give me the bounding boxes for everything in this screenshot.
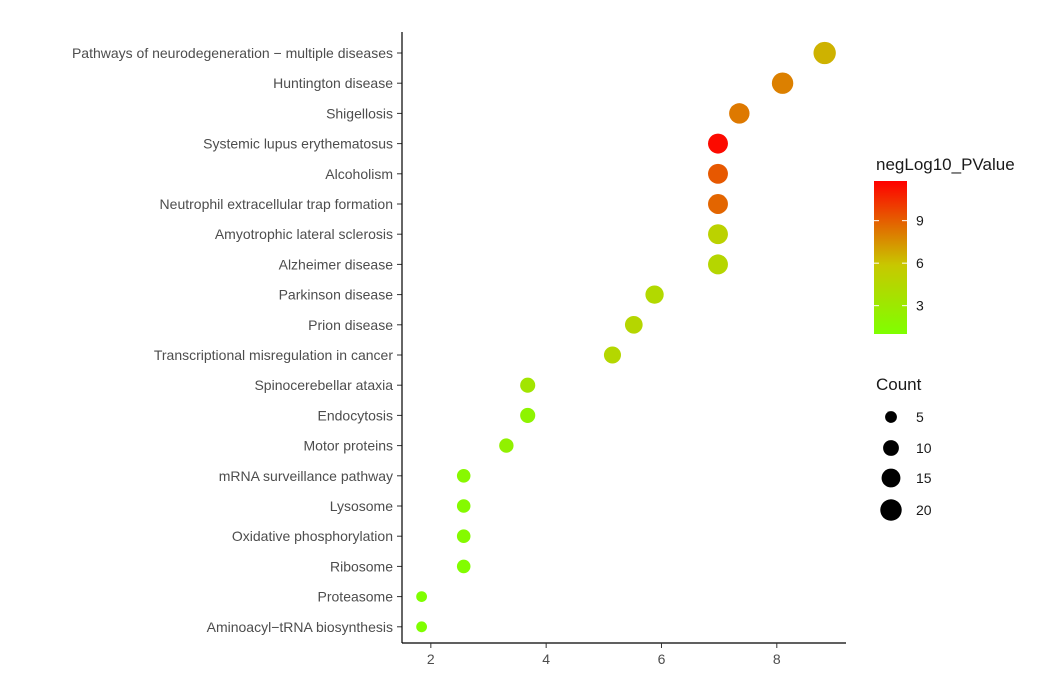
data-point — [603, 346, 622, 364]
y-tick-label: Motor proteins — [304, 438, 393, 454]
data-point — [771, 72, 794, 94]
color-legend-label: 3 — [916, 298, 924, 314]
size-legend-dot — [880, 499, 902, 521]
y-axis-labels: Pathways of neurodegeneration − multiple… — [72, 45, 393, 635]
x-tick-label: 2 — [427, 651, 435, 667]
color-legend-labels: 9 6 3 — [874, 213, 924, 314]
y-tick-label: mRNA surveillance pathway — [219, 468, 393, 484]
data-point — [645, 285, 664, 304]
y-tick-label: Shigellosis — [326, 105, 393, 121]
data-point — [729, 103, 750, 124]
y-tick-label: Huntington disease — [273, 75, 393, 91]
data-point — [520, 377, 536, 393]
y-tick-label: Systemic lupus erythematosus — [203, 136, 393, 152]
size-legend-title: Count — [876, 375, 922, 394]
data-point — [456, 499, 471, 513]
data-point — [624, 315, 643, 334]
color-legend-label: 6 — [916, 255, 924, 271]
x-tick-label: 6 — [658, 651, 666, 667]
size-legend-dot — [885, 411, 897, 423]
size-legend-label: 10 — [916, 440, 932, 456]
data-point — [708, 133, 728, 154]
y-tick-label: Lysosome — [330, 498, 394, 514]
color-legend-label: 9 — [916, 213, 924, 229]
y-tick-label: Transcriptional misregulation in cancer — [154, 347, 393, 363]
data-point — [708, 163, 728, 184]
size-legend-dot — [883, 440, 899, 456]
y-tick-label: Ribosome — [330, 558, 393, 574]
y-tick-label: Prion disease — [308, 317, 393, 333]
y-tick-label: Spinocerebellar ataxia — [254, 377, 393, 393]
size-legend-label: 15 — [916, 470, 932, 486]
y-tick-label: Neutrophil extracellular trap formation — [160, 196, 393, 212]
x-axis-ticks: 2 4 6 8 — [427, 643, 781, 667]
y-tick-label: Pathways of neurodegeneration − multiple… — [72, 45, 393, 61]
data-point — [813, 41, 836, 65]
data-point — [456, 529, 471, 543]
data-point — [520, 407, 536, 423]
y-tick-label: Alcoholism — [325, 166, 393, 182]
color-bar — [874, 181, 907, 334]
y-tick-label: Endocytosis — [318, 407, 393, 423]
y-tick-label: Aminoacyl−tRNA biosynthesis — [207, 619, 393, 635]
data-point — [456, 559, 471, 574]
y-tick-label: Alzheimer disease — [279, 256, 394, 272]
size-legend-items: 5 10 15 20 — [880, 409, 932, 521]
x-tick-label: 4 — [542, 651, 550, 667]
data-point — [416, 591, 428, 602]
x-tick-label: 8 — [773, 651, 781, 667]
y-tick-label: Oxidative phosphorylation — [232, 528, 393, 544]
data-points — [416, 41, 836, 633]
size-legend-label: 5 — [916, 409, 924, 425]
data-point — [708, 254, 728, 275]
color-legend-title: negLog10_PValue — [876, 155, 1015, 174]
y-tick-label: Parkinson disease — [279, 287, 394, 303]
size-legend-label: 20 — [916, 502, 932, 518]
data-point — [708, 194, 728, 214]
data-point — [456, 469, 471, 483]
size-legend-dot — [881, 468, 901, 488]
data-point — [416, 621, 428, 633]
y-tick-label: Amyotrophic lateral sclerosis — [215, 226, 393, 242]
y-tick-label: Proteasome — [318, 589, 394, 605]
legends: negLog10_PValue 9 6 3 Count 5 10 15 20 — [874, 155, 1015, 521]
axes — [397, 32, 846, 644]
data-point — [708, 224, 728, 245]
data-point — [499, 438, 514, 453]
